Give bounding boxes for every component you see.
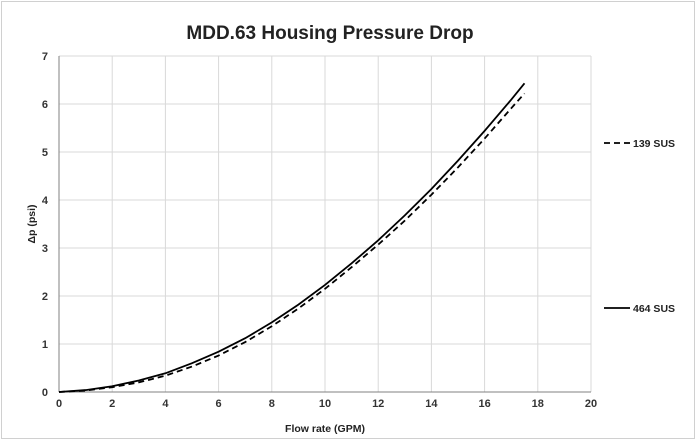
y-tick-label: 7: [42, 51, 48, 63]
x-tick-label: 20: [585, 398, 597, 410]
x-tick-label: 2: [109, 398, 115, 410]
y-tick-label: 1: [42, 339, 48, 351]
series-line-464-sus: [58, 82, 526, 393]
x-tick-label: 0: [56, 398, 62, 410]
series-line-139-sus: [58, 92, 526, 393]
legend: 139 SUS 464 SUS: [604, 138, 675, 315]
legend-label: 139 SUS: [633, 138, 675, 150]
grid: [59, 55, 592, 392]
y-axis-label: Δp (psi): [26, 204, 38, 243]
x-tick-label: 18: [532, 398, 544, 410]
y-tick-label: 6: [42, 99, 48, 111]
y-tick-label: 4: [42, 195, 49, 207]
x-tick-label: 8: [269, 398, 275, 410]
x-tick-label: 14: [425, 398, 438, 410]
y-tick-label: 3: [42, 243, 48, 255]
x-tick-label: 16: [478, 398, 490, 410]
x-tick-label: 10: [319, 398, 331, 410]
x-tick-label: 12: [372, 398, 384, 410]
axes: [58, 56, 591, 393]
y-tick-label: 2: [42, 291, 48, 303]
y-tick-label: 0: [42, 387, 48, 399]
x-axis-label: Flow rate (GPM): [285, 423, 365, 435]
chart-title: MDD.63 Housing Pressure Drop: [186, 23, 473, 44]
x-tick-label: 6: [216, 398, 222, 410]
y-tick-label: 5: [42, 147, 48, 159]
x-tick-label: 4: [162, 398, 169, 410]
series-lines: [58, 82, 526, 393]
legend-label: 464 SUS: [633, 303, 675, 315]
